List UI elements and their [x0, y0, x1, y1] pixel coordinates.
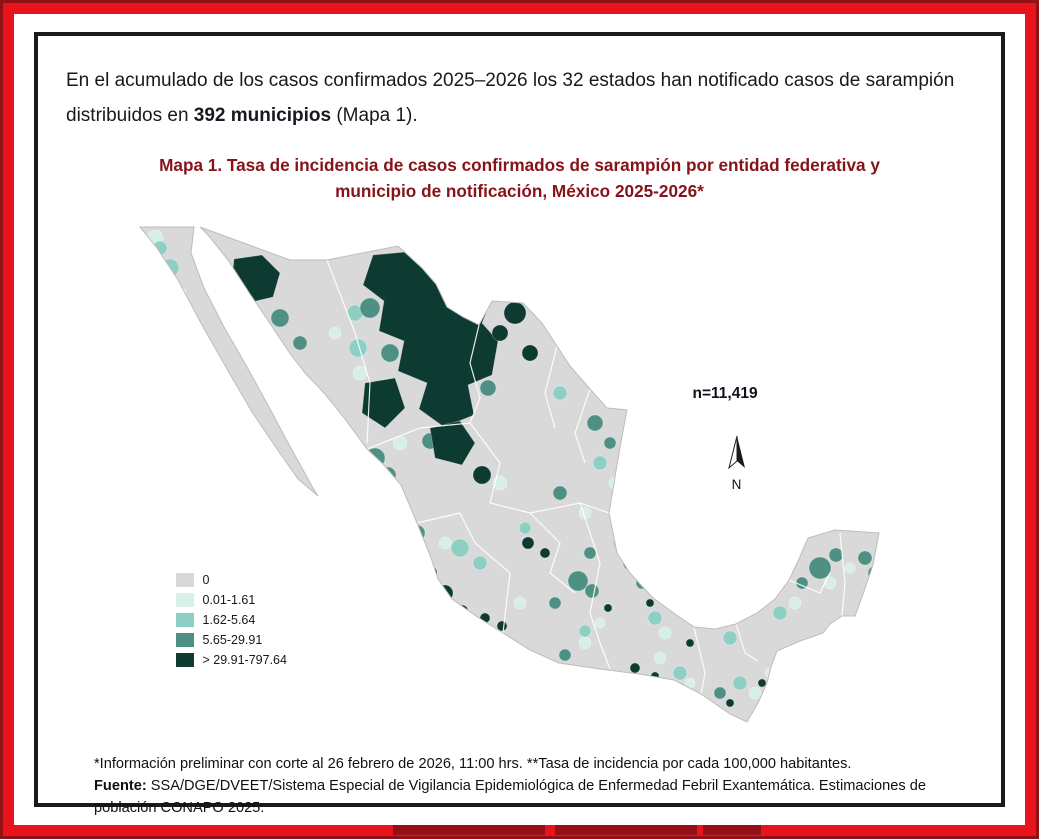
legend-label: 0 [202, 572, 210, 587]
intro-text-after: (Mapa 1). [331, 104, 418, 126]
legend-label: 5.65-29.91 [202, 632, 263, 647]
stamp-mark [393, 825, 545, 835]
coastline-outline [138, 226, 880, 723]
legend-label: 1.62-5.64 [202, 612, 256, 627]
mexico-choropleth-map [138, 226, 880, 723]
legend-swatch [175, 612, 194, 627]
north-arrow-icon [727, 435, 745, 470]
stamp-mark [555, 825, 697, 835]
legend-item: 0.01-1.61 [175, 592, 287, 607]
n-count-label: n=11,419 [692, 384, 758, 402]
legend-label: > 29.91-797.64 [202, 652, 287, 667]
map-title: Mapa 1. Tasa de incidencia de casos conf… [159, 155, 880, 201]
footnote-source-text: SSA/DGE/DVEET/Sistema Especial de Vigila… [94, 777, 926, 816]
legend-item: > 29.91-797.64 [175, 652, 287, 667]
legend-swatch [175, 652, 194, 667]
state-boundaries [325, 259, 846, 694]
stamp-mark [703, 825, 761, 835]
legend-swatch [175, 632, 194, 647]
intro-municipios-count: 392 municipios [193, 104, 332, 126]
compass-label: N [731, 476, 742, 492]
legend-label: 0.01-1.61 [202, 592, 256, 607]
country-base [139, 226, 879, 722]
legend-swatch [175, 592, 194, 607]
map-legend: 0 0.01-1.61 1.62-5.64 5.65-29.91 [175, 572, 287, 667]
map-figure: n=11,419 N 0 0.01-1.61 [130, 213, 910, 728]
legend-item: 5.65-29.91 [175, 632, 287, 647]
intro-text-before: En el acumulado de los casos confirmados… [66, 70, 955, 126]
footnote-note: *Información preliminar con corte al 26 … [94, 755, 852, 772]
legend-item: 0 [175, 572, 287, 587]
footnote-source: Fuente: SSA/DGE/DVEET/Sistema Especial d… [94, 778, 926, 816]
intro-paragraph: En el acumulado de los casos confirmados… [66, 64, 971, 133]
compass: N [718, 435, 756, 492]
footnote-source-label: Fuente: [94, 777, 147, 794]
report-page: En el acumulado de los casos confirmados… [34, 32, 1005, 816]
legend-item: 1.62-5.64 [175, 612, 287, 627]
frame-gap: En el acumulado de los casos confirmados… [14, 14, 1025, 825]
legend-swatch [175, 572, 194, 587]
footnote: *Información preliminar con corte al 26 … [94, 754, 975, 820]
